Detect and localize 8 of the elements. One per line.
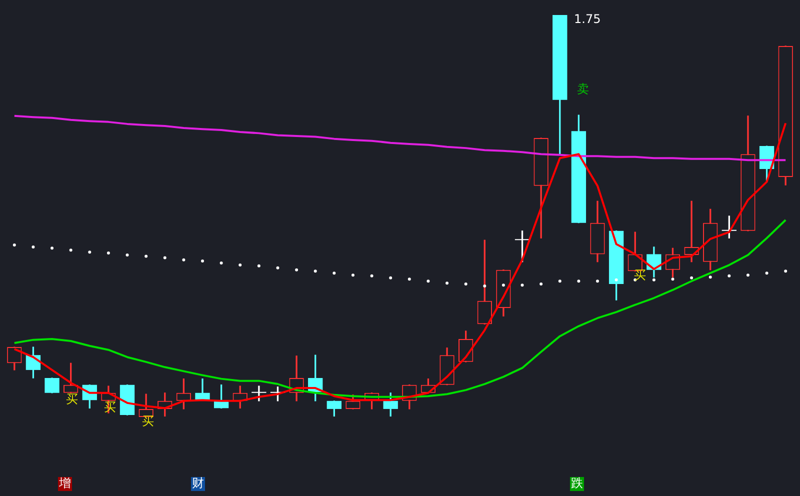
annotation: 买: [634, 268, 646, 282]
annotation: 买: [142, 414, 154, 428]
annotation: 买: [66, 392, 78, 406]
annotation: 1.75: [574, 12, 601, 26]
text: 增: [58, 476, 71, 490]
text: 跌: [571, 476, 583, 490]
annotation: 卖: [577, 82, 589, 96]
text: 财: [192, 476, 204, 490]
